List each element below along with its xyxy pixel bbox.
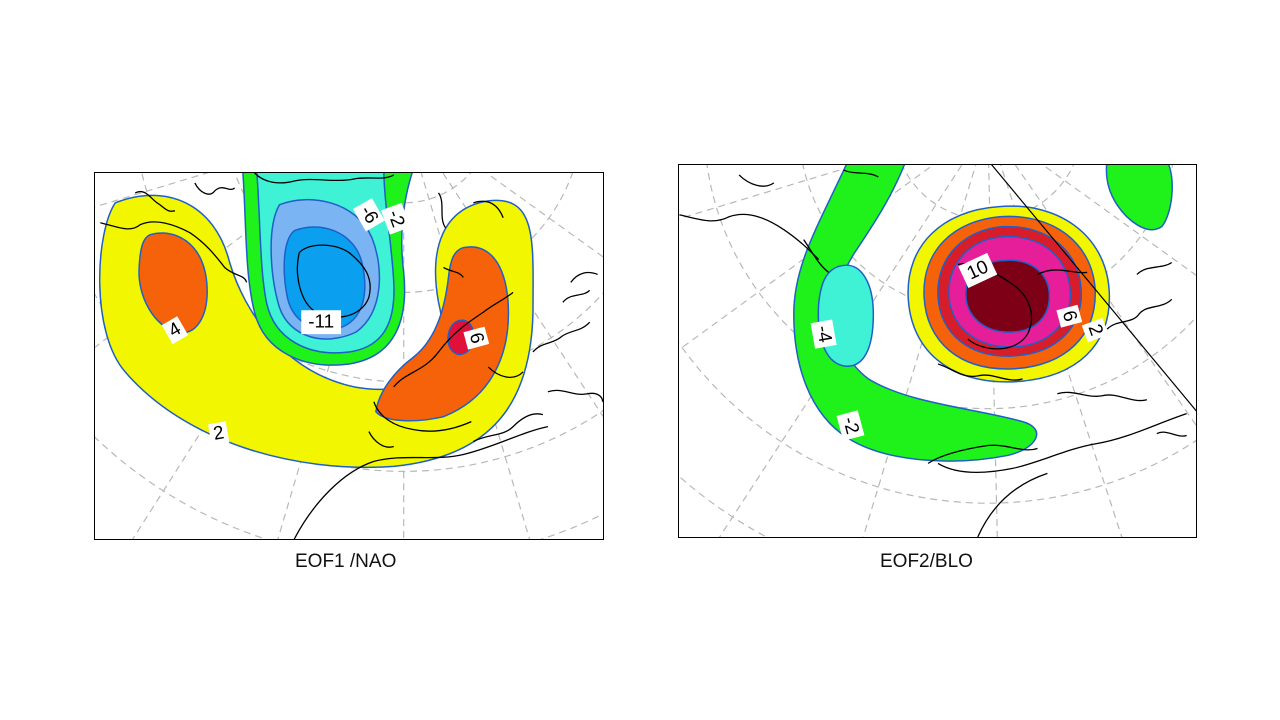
contour-label-minus-2: -2: [381, 202, 411, 235]
svg-text:-11: -11: [308, 312, 334, 333]
eof2-map: 10 6 2 -4 -2: [679, 165, 1196, 537]
eof2-caption: EOF2/BLO: [880, 551, 973, 572]
contour-labels: 4 2 -11 -6 -2 6: [161, 198, 490, 446]
negative-anomaly-2-northeast: [1105, 165, 1173, 231]
eof1-map-panel: 4 2 -11 -6 -2 6: [94, 172, 604, 540]
positive-anomaly-4-europe: [375, 246, 510, 422]
svg-text:2: 2: [212, 422, 226, 445]
contour-label-6: 6: [1056, 304, 1083, 328]
svg-text:-2: -2: [383, 207, 408, 230]
contour-label-4: 4: [161, 316, 189, 345]
coastlines: [100, 173, 603, 539]
negative-anomaly-4: [817, 264, 875, 367]
contour-label-2: 2: [1081, 317, 1109, 343]
svg-text:-4: -4: [812, 324, 836, 344]
svg-text:6: 6: [465, 330, 488, 346]
contour-label-6: 6: [463, 326, 490, 350]
sector-boundary-line: [991, 165, 1196, 412]
contour-labels: 10 6 2 -4 -2: [810, 252, 1109, 441]
contour-label-minus-4: -4: [810, 319, 837, 349]
contour-label-minus-2: -2: [836, 410, 865, 441]
svg-text:-2: -2: [838, 415, 863, 437]
svg-text:6: 6: [1058, 308, 1081, 324]
eof2-map-panel: 10 6 2 -4 -2: [678, 164, 1197, 538]
contour-label-2: 2: [207, 421, 230, 446]
eof1-map: 4 2 -11 -6 -2 6: [95, 173, 603, 539]
contour-label-minus-11: -11: [301, 310, 342, 335]
eof1-caption: EOF1 /NAO: [295, 551, 397, 572]
